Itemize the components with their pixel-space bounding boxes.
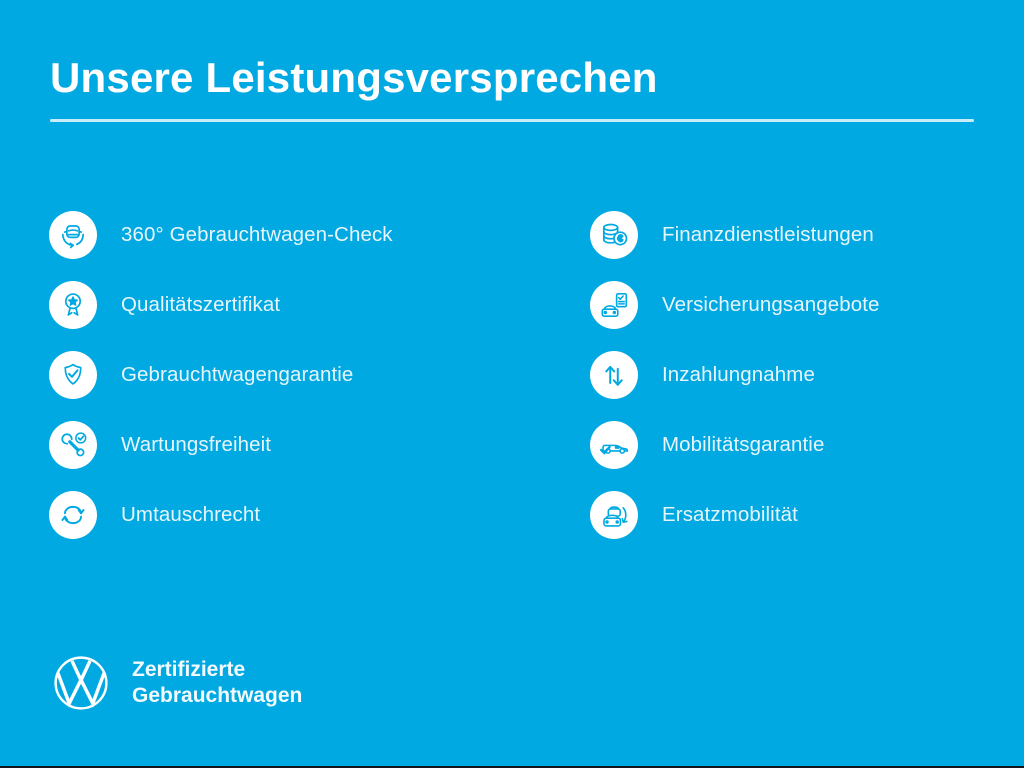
vw-logo-icon [52,654,110,712]
footer-brand: Zertifizierte Gebrauchtwagen [52,654,302,712]
van-check-icon [590,421,638,469]
promises-column-right: € Finanzdienstleistungen Versicherungsan… [590,211,880,539]
list-item-label: Inzahlungnahme [662,363,815,386]
list-item: Mobilitätsgarantie [590,421,880,469]
list-item: € Finanzdienstleistungen [590,211,880,259]
arrows-up-down-icon [590,351,638,399]
medal-icon [49,281,97,329]
list-item: Inzahlungnahme [590,351,880,399]
page-title: Unsere Leistungsversprechen [50,54,658,101]
list-item-label: Versicherungsangebote [662,293,880,316]
list-item-label: Umtauschrecht [121,503,261,526]
list-item: Wartungsfreiheit [49,421,393,469]
list-item-label: Gebrauchtwagengarantie [121,363,354,386]
title-underline [50,119,974,122]
list-item-label: Finanzdienstleistungen [662,223,874,246]
car-checklist-icon [590,281,638,329]
brand-wordmark: Zertifizierte Gebrauchtwagen [132,657,302,709]
list-item: Ersatzmobilität [590,491,880,539]
exchange-arrows-icon [49,491,97,539]
brand-line-2: Gebrauchtwagen [132,684,303,707]
list-item-label: Mobilitätsgarantie [662,433,825,456]
promises-column-left: 360° Gebrauchtwagen-Check Qualitätszerti… [49,211,393,539]
shield-check-icon [49,351,97,399]
euro-glyph: € [618,234,624,245]
list-item: 360° Gebrauchtwagen-Check [49,211,393,259]
brand-line-1: Zertifizierte [132,658,246,681]
car-360-icon [49,211,97,259]
list-item: Umtauschrecht [49,491,393,539]
list-item: Versicherungsangebote [590,281,880,329]
cars-swap-icon [590,491,638,539]
list-item-label: Wartungsfreiheit [121,433,272,456]
bottom-edge-line [0,766,1024,768]
coins-euro-icon: € [590,211,638,259]
list-item: Gebrauchtwagengarantie [49,351,393,399]
list-item-label: Ersatzmobilität [662,503,798,526]
wrench-check-icon [49,421,97,469]
list-item: Qualitätszertifikat [49,281,393,329]
list-item-label: 360° Gebrauchtwagen-Check [121,223,393,246]
list-item-label: Qualitätszertifikat [121,293,281,316]
